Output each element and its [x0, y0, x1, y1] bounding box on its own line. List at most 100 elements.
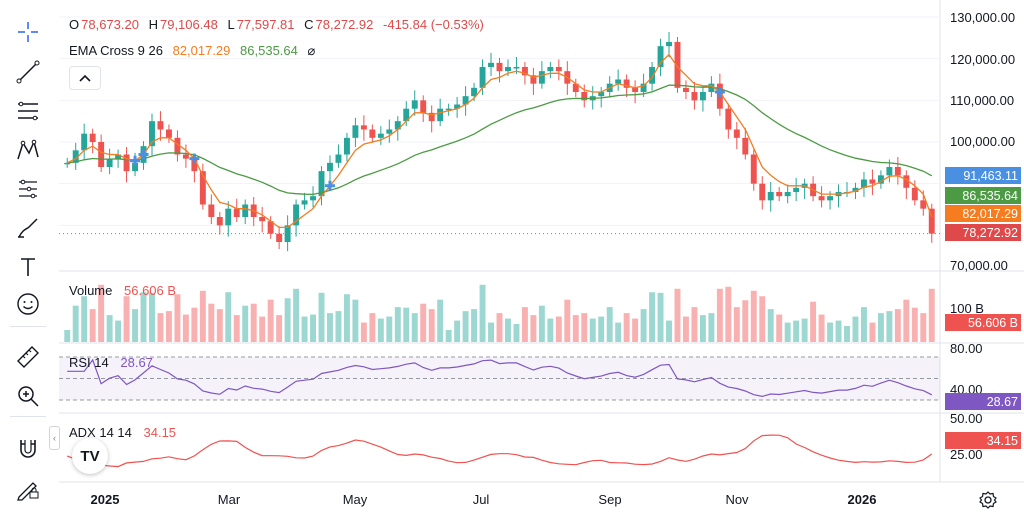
candle: [360, 115, 367, 141]
candle: [759, 176, 766, 210]
volume-bar: [301, 316, 308, 342]
candle: [310, 186, 317, 208]
volume-bar: [877, 313, 884, 342]
candle-body: [149, 121, 155, 147]
candle-body: [394, 121, 401, 130]
candle: [174, 130, 181, 162]
price-axis-label: 130,000.00: [950, 10, 1016, 25]
candle-body: [72, 150, 79, 163]
candle-body: [928, 208, 935, 234]
candle-body: [132, 162, 139, 172]
candle-body: [877, 175, 884, 184]
candle: [386, 119, 393, 143]
volume-bar: [225, 292, 232, 342]
volume-bar: [801, 318, 808, 342]
collapse-panel-button[interactable]: ‹: [49, 426, 60, 450]
brush-tool[interactable]: [10, 213, 46, 243]
volume-bar: [462, 311, 469, 342]
volume-bar: [343, 294, 350, 342]
gear-icon[interactable]: [978, 490, 998, 510]
volume-bar: [733, 307, 740, 342]
ruler-tool[interactable]: [10, 342, 46, 372]
candle-body: [471, 87, 478, 97]
candle-body: [403, 108, 410, 122]
volume-bar: [250, 303, 257, 342]
candle: [844, 182, 850, 197]
candle: [911, 180, 918, 206]
time-axis-label: Jul: [472, 492, 490, 507]
volume-bar: [581, 313, 588, 342]
rsi-legend[interactable]: RSI 14 28.67: [69, 355, 155, 370]
candle-body: [428, 112, 435, 122]
candle-body: [691, 92, 698, 101]
volume-bar: [835, 320, 842, 342]
volume-bar: [784, 322, 791, 342]
emoji-tool[interactable]: [10, 289, 46, 319]
trend-line-tool[interactable]: [10, 57, 46, 87]
magnet-tool[interactable]: [10, 434, 46, 464]
lock-draw-tool[interactable]: [10, 473, 46, 503]
candle: [581, 84, 588, 108]
candle: [479, 59, 486, 95]
volume-bar: [81, 296, 88, 342]
candle-body: [572, 83, 579, 92]
volume-bar: [572, 315, 579, 342]
pattern-tool[interactable]: [10, 135, 46, 165]
text-tool[interactable]: [10, 252, 46, 282]
volume-bar: [767, 309, 774, 342]
candle-body: [784, 192, 791, 197]
candle: [318, 166, 325, 206]
candle: [233, 198, 240, 222]
candle-body: [733, 129, 740, 138]
ema-legend[interactable]: EMA Cross 9 26 82,017.29 86,535.64 ⌀: [69, 43, 317, 59]
candle: [818, 186, 825, 208]
ema-cross-marker: [324, 180, 335, 191]
candle-body: [199, 171, 206, 205]
crosshair-tool[interactable]: [10, 17, 46, 47]
candle: [242, 199, 249, 225]
candle-body: [649, 67, 656, 84]
candle: [98, 134, 105, 172]
volume-bar: [589, 318, 596, 342]
candle-body: [547, 67, 554, 72]
candle-body: [920, 200, 927, 209]
price-tag: 86,535.64: [945, 187, 1021, 204]
volume-bar: [233, 315, 240, 342]
candle-body: [911, 187, 918, 201]
candle-body: [623, 79, 630, 88]
collapse-legend-button[interactable]: [69, 66, 101, 90]
volume-bar: [199, 290, 206, 342]
pattern-icon: [17, 139, 39, 160]
candle: [572, 78, 579, 97]
volume-bar: [886, 311, 893, 342]
volume-bar: [894, 309, 901, 342]
rsi-line: [67, 358, 933, 398]
tradingview-logo[interactable]: TV: [72, 438, 108, 474]
candle-body: [894, 167, 901, 176]
candle-body: [216, 217, 223, 226]
candle: [259, 207, 266, 233]
fib-tool[interactable]: [10, 96, 46, 126]
candle: [445, 103, 452, 116]
candle: [657, 38, 664, 77]
volume-bar: [776, 314, 783, 342]
candle-body: [377, 133, 384, 138]
zoom-tool[interactable]: [10, 381, 46, 411]
volume-bar: [555, 316, 562, 342]
adx-legend[interactable]: ADX 14 14 34.15: [69, 425, 178, 440]
forecast-tool[interactable]: [10, 174, 46, 204]
candle: [615, 69, 622, 91]
volume-legend[interactable]: Volume 56.606 B: [69, 283, 178, 298]
volume-bar: [165, 311, 172, 342]
candle-body: [123, 154, 130, 172]
candle-body: [301, 200, 308, 205]
candle: [894, 157, 901, 185]
candle: [420, 95, 427, 122]
candle-body: [496, 62, 503, 72]
candle-body: [318, 171, 325, 197]
candle: [666, 32, 672, 58]
candle-body: [488, 62, 494, 67]
ema-fast-line: [66, 53, 933, 229]
forecast-icon: [19, 179, 37, 199]
